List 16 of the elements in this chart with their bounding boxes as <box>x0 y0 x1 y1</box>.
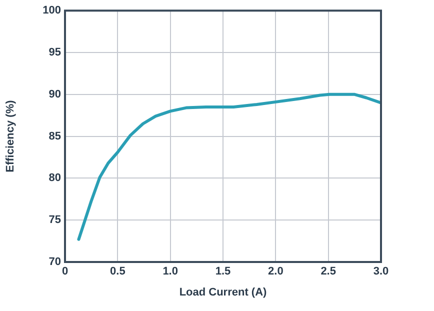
x-tick-label: 0 <box>62 266 68 278</box>
x-tick-label: 2.5 <box>320 266 336 278</box>
y-tick-label: 85 <box>48 130 61 142</box>
y-tick-label: 75 <box>48 214 61 226</box>
y-tick-label: 70 <box>48 256 61 268</box>
y-tick-label: 90 <box>48 88 61 100</box>
y-tick-label: 95 <box>48 46 61 59</box>
y-tick-label: 100 <box>42 4 61 17</box>
x-tick-label: 0.5 <box>110 266 126 278</box>
x-axis-title: Load Current (A) <box>179 286 268 298</box>
x-tick-label: 2.0 <box>268 266 284 278</box>
x-tick-label: 1.5 <box>215 266 231 278</box>
x-tick-label: 1.0 <box>162 266 178 278</box>
x-tick-label: 3.0 <box>373 266 389 278</box>
y-tick-label: 80 <box>48 172 61 184</box>
y-axis-title: Efficiency (%) <box>4 100 17 172</box>
